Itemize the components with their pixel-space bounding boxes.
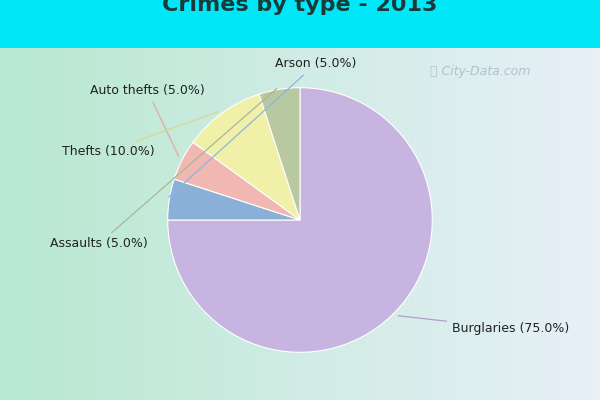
Wedge shape (174, 142, 300, 220)
Text: Arson (5.0%): Arson (5.0%) (169, 57, 356, 197)
Wedge shape (259, 88, 300, 220)
Wedge shape (167, 179, 300, 220)
Text: ⓘ City-Data.com: ⓘ City-Data.com (430, 66, 530, 78)
Text: Burglaries (75.0%): Burglaries (75.0%) (398, 316, 569, 335)
Text: Assaults (5.0%): Assaults (5.0%) (50, 88, 277, 250)
Wedge shape (193, 94, 300, 220)
Text: Auto thefts (5.0%): Auto thefts (5.0%) (90, 84, 205, 156)
Text: Thefts (10.0%): Thefts (10.0%) (62, 112, 218, 158)
Wedge shape (167, 88, 433, 352)
Title: Crimes by type - 2013: Crimes by type - 2013 (163, 0, 437, 15)
